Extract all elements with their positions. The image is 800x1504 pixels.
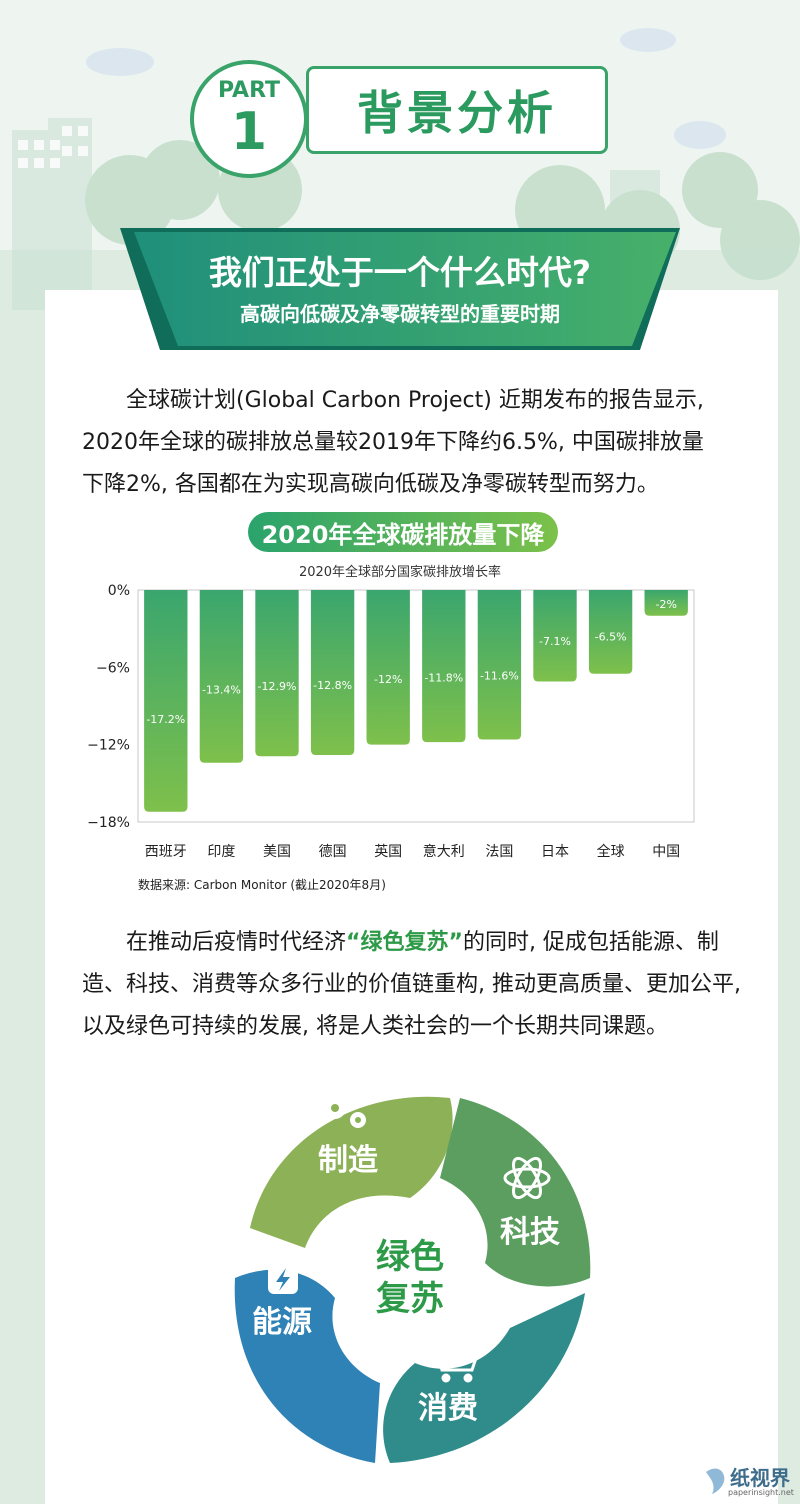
watermark-url: paperinsight.net <box>728 1488 794 1497</box>
bar-value-label: -12.8% <box>313 679 352 692</box>
bar-value-label: -11.6% <box>480 670 519 683</box>
banner-ribbon <box>120 228 680 350</box>
chart-heading: 2020年全球碳排放量下降 <box>261 520 545 549</box>
y-tick-label: −6% <box>96 660 130 676</box>
cycle-center-line2: 复苏 <box>376 1279 444 1319</box>
x-category-label: 美国 <box>263 844 291 860</box>
bar <box>588 590 633 674</box>
part-label: PART <box>217 78 281 103</box>
bar <box>199 590 244 763</box>
intro-paragraph: 全球碳计划(Global Carbon Project) 近期发布的报告显示, … <box>82 380 742 506</box>
section-title: 背景分析 <box>357 86 557 140</box>
x-category-label: 中国 <box>652 844 680 860</box>
segment-label-technology: 科技 <box>500 1215 560 1250</box>
y-tick-label: −18% <box>88 815 130 831</box>
recovery-line-2: 造、科技、消费等众多行业的价值链重构, 推动更高质量、更加公平, <box>82 972 741 997</box>
segment-manufacturing <box>250 1096 453 1248</box>
x-category-label: 意大利 <box>423 843 465 860</box>
segment-consumption <box>383 1293 585 1463</box>
part-badge: PART 1 <box>190 60 308 178</box>
bar <box>477 590 522 740</box>
bar <box>422 590 466 743</box>
intro-line-2: 2020年全球的碳排放总量较2019年下降约6.5%, 中国碳排放量 <box>82 430 704 455</box>
bar <box>533 590 577 682</box>
banner-subtitle: 高碳向低碳及净零碳转型的重要时期 <box>240 302 560 326</box>
cycle-center-line1: 绿色 <box>376 1237 444 1277</box>
green-recovery-cycle: 绿色 复苏 制造 科技 消费 能源 <box>234 1096 591 1463</box>
intro-line-1: 全球碳计划(Global Carbon Project) 近期发布的报告显示, <box>126 388 704 413</box>
bar <box>310 590 355 755</box>
recovery-line-3: 以及绿色可持续的发展, 将是人类社会的一个长期共同课题。 <box>82 1014 668 1039</box>
bar-value-label: -17.2% <box>146 713 185 726</box>
atom-icon <box>503 1156 551 1200</box>
segment-energy <box>234 1269 380 1463</box>
bar-value-label: -7.1% <box>539 635 571 648</box>
bar-value-label: -2% <box>655 598 676 611</box>
bar-value-label: -6.5% <box>595 630 627 643</box>
segment-label-consumption: 消费 <box>418 1391 478 1426</box>
bar-value-label: -12.9% <box>258 680 297 693</box>
segment-technology <box>440 1098 591 1287</box>
intro-line-3: 下降2%, 各国都在为实现高碳向低碳及净零碳转型而努力。 <box>82 472 659 497</box>
segment-label-manufacturing: 制造 <box>318 1143 378 1178</box>
watermark-name: 纸视界 <box>730 1466 790 1490</box>
recovery-before: 在推动后疫情时代经济 <box>126 930 347 955</box>
shopping-cart-icon <box>425 1344 481 1383</box>
chart-heading-pill: 2020年全球碳排放量下降 <box>248 512 558 552</box>
bar <box>255 590 299 757</box>
source-note: 数据来源: Carbon Monitor (截止2020年8月) <box>138 878 386 892</box>
bar <box>366 590 410 745</box>
gears-icon <box>324 1097 366 1128</box>
chart-title: 2020年全球部分国家碳排放增长率 <box>298 565 502 580</box>
lightning-icon <box>268 1264 298 1294</box>
y-tick-label: 0% <box>108 583 130 599</box>
cycle-center <box>340 1208 480 1348</box>
x-category-label: 印度 <box>207 844 235 860</box>
bar <box>644 590 688 616</box>
banner-question: 我们正处于一个什么时代? <box>208 253 592 292</box>
bar-value-label: -11.8% <box>424 671 463 684</box>
bar-value-label: -12% <box>374 673 402 686</box>
recovery-paragraph: 在推动后疫情时代经济“绿色复苏”的同时, 促成包括能源、制 造、科技、消费等众多… <box>82 922 742 1048</box>
bar-chart: 0% −6% −12% −18% -17.2% 西班牙 -13.4% 印度 -12.9% 美国 -1… <box>88 583 695 860</box>
x-category-label: 日本 <box>541 844 569 860</box>
recovery-highlight: “绿色复苏” <box>346 930 463 955</box>
x-category-label: 西班牙 <box>145 844 187 860</box>
x-category-label: 德国 <box>319 844 347 860</box>
plot-frame <box>137 589 695 823</box>
watermark-logo-icon <box>706 1468 725 1494</box>
x-category-label: 法国 <box>485 844 513 860</box>
x-category-label: 全球 <box>597 843 625 860</box>
y-tick-label: −12% <box>88 738 130 754</box>
segment-label-energy: 能源 <box>252 1305 312 1340</box>
x-category-label: 英国 <box>374 843 402 860</box>
recovery-after: 的同时, 促成包括能源、制 <box>462 930 719 955</box>
bar <box>144 590 188 812</box>
bar-value-label: -13.4% <box>202 684 241 697</box>
part-number: 1 <box>230 102 268 162</box>
section-title-box: 背景分析 <box>306 66 608 154</box>
